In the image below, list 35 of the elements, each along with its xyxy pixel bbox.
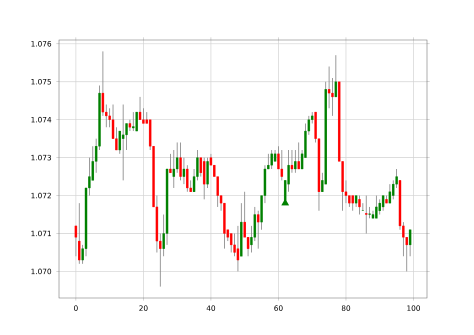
candlestick (290, 150, 294, 174)
candlestick (388, 184, 392, 204)
candlestick (280, 150, 284, 181)
candlestick (297, 142, 300, 170)
candlestick (408, 229, 412, 257)
candlestick (118, 130, 121, 154)
candlestick (122, 104, 124, 181)
candlestick (128, 119, 132, 132)
candlestick (138, 96, 142, 120)
candlestick (206, 157, 209, 188)
candlestick (172, 150, 176, 188)
candlestick (74, 226, 78, 257)
candlestick (179, 142, 182, 181)
candlestick (368, 206, 371, 219)
candlestick (102, 50, 104, 116)
candlestick (378, 198, 381, 215)
candlestick (236, 226, 240, 272)
candlestick (132, 112, 134, 132)
candlestick (274, 150, 276, 162)
candlestick (202, 157, 206, 200)
candlestick (135, 112, 138, 132)
candlestick (365, 195, 368, 234)
candlestick (358, 195, 361, 215)
candlestick (294, 150, 297, 174)
candlestick (176, 142, 178, 174)
candlestick (182, 157, 186, 185)
candlestick (375, 195, 378, 219)
candlestick (230, 233, 232, 253)
candlestick (270, 150, 273, 170)
candlestick (169, 153, 172, 174)
candlestick (352, 195, 354, 212)
candlestick (382, 195, 384, 212)
candlestick (78, 202, 80, 264)
candlestick (256, 210, 260, 250)
candlestick (142, 108, 145, 124)
